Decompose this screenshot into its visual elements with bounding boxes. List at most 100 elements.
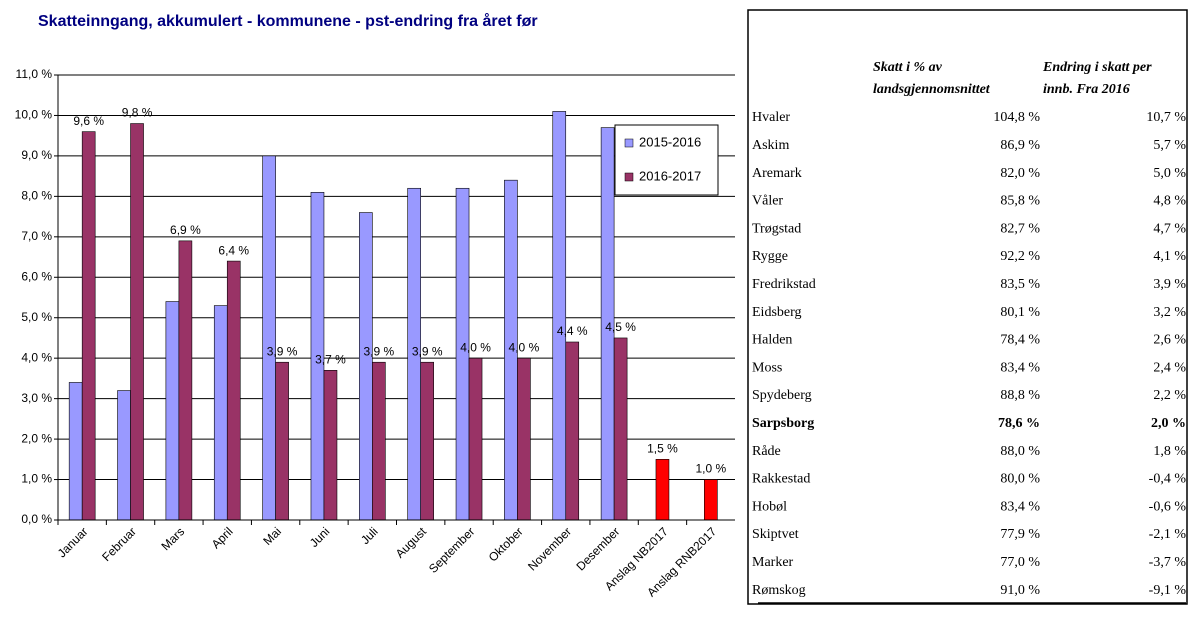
bar [359, 212, 373, 521]
data-label: 4,0 % [509, 340, 540, 354]
x-tick-label: November [525, 524, 574, 573]
legend-swatch [624, 138, 634, 148]
data-label: 6,9 % [170, 223, 201, 237]
table-cell: -2,1 % [1149, 527, 1187, 542]
column-header: Skatt i % av landsgjennomsnittet [873, 60, 991, 97]
data-label: 1,5 % [647, 441, 678, 455]
x-tick-label: Februar [99, 524, 139, 564]
x-tick-label: Mars [158, 524, 187, 553]
data-label: 3,9 % [412, 344, 443, 358]
y-tick-label: 7,0 % [21, 229, 52, 243]
row-label: Våler [752, 194, 783, 209]
table-cell: 2,2 % [1153, 388, 1186, 403]
table-cell: -9,1 % [1149, 583, 1187, 598]
x-tick-label: Oktober [486, 524, 526, 564]
chart: Skatteinngang, akkumulert - kommunene - … [15, 12, 735, 599]
table-cell: 83,4 % [1000, 499, 1040, 514]
table-cell: 4,7 % [1153, 221, 1186, 236]
bar [468, 357, 483, 521]
row-label: Marker [752, 555, 794, 570]
table-cell: 2,4 % [1153, 360, 1186, 375]
row-label: Råde [752, 444, 781, 459]
bar [565, 341, 580, 521]
data-label: 9,6 % [73, 114, 104, 128]
table-cell: 77,9 % [1000, 527, 1040, 542]
table-cell: 92,2 % [1000, 249, 1040, 264]
row-label: Rømskog [752, 583, 806, 598]
x-tick-label: Januar [55, 524, 91, 560]
table-cell: 80,0 % [1000, 472, 1040, 487]
table-cell: 4,1 % [1153, 249, 1186, 264]
row-label: Halden [752, 333, 792, 348]
bar [213, 305, 228, 521]
y-tick-label: 5,0 % [21, 310, 52, 324]
row-label: Rygge [752, 249, 788, 264]
legend-label: 2015-2016 [639, 134, 701, 149]
table-cell: 82,0 % [1000, 166, 1040, 181]
row-label: Hobøl [752, 499, 787, 514]
table-cell: 5,7 % [1153, 138, 1186, 153]
data-label: 3,9 % [363, 344, 394, 358]
row-label: Trøgstad [752, 221, 801, 236]
bar [275, 361, 289, 521]
legend-swatch [624, 172, 634, 182]
y-tick-label: 1,0 % [21, 472, 52, 486]
data-label: 1,0 % [695, 462, 726, 476]
legend-label: 2016-2017 [639, 168, 701, 183]
row-label: Eidsberg [752, 305, 802, 320]
data-label: 4,5 % [605, 320, 636, 334]
bar [226, 260, 241, 521]
row-label: Spydeberg [752, 388, 812, 403]
bar [262, 155, 276, 521]
bar [552, 111, 567, 521]
data-label: 9,8 % [122, 106, 153, 120]
table-cell: 82,7 % [1000, 221, 1040, 236]
bar [420, 361, 434, 521]
bar [68, 382, 83, 521]
bar [178, 240, 193, 521]
table-cell: -3,7 % [1149, 555, 1187, 570]
bar [165, 301, 180, 521]
chart-title: Skatteinngang, akkumulert - kommunene - … [38, 12, 538, 30]
x-tick-label: Juni [307, 524, 332, 549]
table-cell: 80,1 % [1000, 305, 1040, 320]
x-tick-label: September [426, 524, 477, 575]
bar [655, 459, 670, 521]
table-cell: 104,8 % [993, 110, 1040, 125]
data-label: 4,0 % [460, 340, 491, 354]
row-label: Sarpsborg [752, 416, 814, 431]
table-cell: 4,8 % [1153, 194, 1186, 209]
y-tick-label: 8,0 % [21, 189, 52, 203]
bar [323, 370, 338, 521]
table-cell: -0,4 % [1149, 472, 1187, 487]
y-tick-label: 11,0 % [16, 67, 53, 81]
table-border [747, 9, 1188, 605]
table-cell: 88,8 % [1000, 388, 1040, 403]
row-label: Moss [752, 360, 782, 375]
table-cell: 91,0 % [1000, 583, 1040, 598]
data-label: 6,4 % [218, 243, 249, 257]
x-tick-label: August [393, 524, 430, 561]
row-label: Rakkestad [752, 472, 810, 487]
column-header: Endring i skatt per innb. Fra 2016 [1042, 60, 1152, 97]
table-cell: 1,8 % [1153, 444, 1186, 459]
table-cell: 5,0 % [1153, 166, 1186, 181]
table-cell: 3,2 % [1153, 305, 1186, 320]
x-tick-label: Juli [358, 524, 381, 547]
x-tick-label: Desember [573, 524, 622, 573]
data-label: 3,7 % [315, 352, 346, 366]
table-cell: 77,0 % [1000, 555, 1040, 570]
table-cell: 85,8 % [1000, 194, 1040, 209]
row-label: Fredrikstad [752, 277, 816, 292]
data-label: 3,9 % [267, 344, 298, 358]
legend-box [614, 124, 719, 196]
table-cell: 3,9 % [1153, 277, 1186, 292]
y-tick-label: 6,0 % [21, 269, 52, 283]
table-cell: 78,6 % [998, 416, 1040, 431]
row-label: Aremark [752, 166, 802, 181]
y-tick-label: 9,0 % [21, 148, 52, 162]
row-label: Hvaler [752, 110, 790, 125]
table-cell: 78,4 % [1000, 333, 1040, 348]
table-cell: 83,5 % [1000, 277, 1040, 292]
